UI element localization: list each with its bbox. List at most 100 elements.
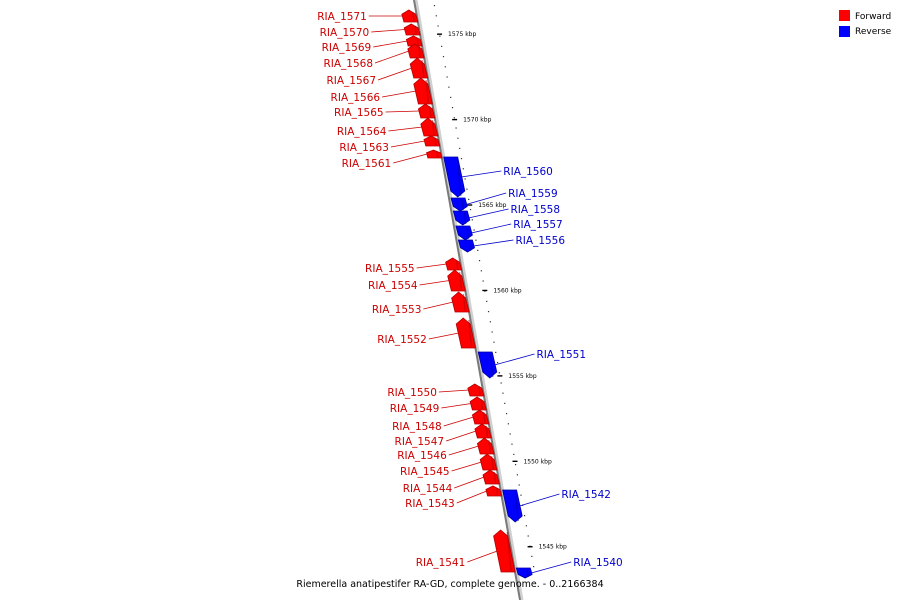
scale-dot: [487, 311, 490, 313]
scale-dot: [444, 66, 446, 68]
gene-label[interactable]: RIA_1565: [334, 107, 384, 119]
gene-leader-line: [443, 416, 474, 427]
scale-dot: [478, 260, 481, 262]
gene-leader-line: [471, 223, 512, 234]
gene-label[interactable]: RIA_1547: [395, 436, 445, 448]
scale-dot: [471, 219, 473, 221]
gene-label[interactable]: RIA_1551: [537, 349, 587, 361]
scale-dot: [518, 484, 520, 486]
gene-label[interactable]: RIA_1545: [400, 466, 450, 478]
legend-label-reverse: Reverse: [855, 27, 892, 37]
gene-label[interactable]: RIA_1552: [377, 334, 427, 346]
gene-label[interactable]: RIA_1546: [397, 450, 447, 462]
gene-label[interactable]: RIA_1560: [503, 166, 553, 178]
scale-dot: [516, 474, 518, 476]
scale-dot: [509, 433, 511, 435]
scale-dot: [455, 127, 457, 129]
gene-label[interactable]: RIA_1556: [516, 235, 566, 247]
gene-leader-line: [393, 153, 428, 164]
scale-tick-label: 1565 kbp: [478, 202, 506, 209]
gene-label[interactable]: RIA_1559: [508, 188, 558, 200]
gene-shade: [425, 79, 430, 104]
gene-leader-line: [382, 90, 417, 98]
gene-leader-line: [448, 445, 479, 456]
gene-label[interactable]: RIA_1555: [365, 263, 415, 275]
gene-shade: [468, 241, 472, 252]
gene-label[interactable]: RIA_1549: [390, 403, 440, 415]
gene-shade: [506, 531, 512, 572]
gene-label[interactable]: RIA_1544: [403, 483, 453, 495]
scale-dot: [484, 290, 486, 292]
gene-shade: [466, 227, 470, 240]
gene-label[interactable]: RIA_1563: [339, 142, 389, 154]
gene-shade: [485, 425, 489, 438]
gene-shade: [496, 487, 499, 496]
scale-dot: [437, 25, 439, 27]
gene-leader-line: [466, 192, 507, 205]
scale-dot: [435, 15, 437, 17]
gene-leader-line: [423, 301, 454, 310]
gene-shade: [412, 11, 415, 22]
scale-dot: [496, 362, 499, 364]
gene-shade: [478, 385, 481, 396]
gene-shade: [461, 199, 464, 211]
gene-shade: [489, 353, 494, 378]
scale-dot: [498, 372, 500, 374]
gene-label[interactable]: RIA_1564: [337, 126, 387, 138]
scale-dot: [473, 229, 475, 231]
gene-label[interactable]: RIA_1558: [511, 204, 561, 216]
gene-leader-line: [385, 110, 420, 113]
gene-label[interactable]: RIA_1569: [322, 42, 372, 54]
scale-dot: [468, 198, 470, 200]
gene-shade: [455, 259, 459, 270]
gene-leader-line: [419, 280, 450, 286]
gene-leader-line: [454, 476, 485, 489]
genome-caption: Riemerella anatipestifer RA-GD, complete…: [296, 579, 603, 590]
gene-leader-line: [446, 430, 477, 442]
scale-dot: [495, 351, 497, 353]
scale-dot: [514, 464, 517, 466]
gene-shade: [418, 45, 421, 58]
gene-leader-line: [456, 490, 487, 504]
gene-label[interactable]: RIA_1548: [392, 421, 442, 433]
scale-dot: [523, 515, 526, 517]
scale-dot: [531, 555, 533, 557]
genome-axis: [413, 0, 521, 600]
legend-swatch-reverse: [839, 26, 850, 37]
scale-dot: [520, 494, 522, 496]
scale-tick-label: 1555 kbp: [508, 373, 536, 380]
scale-dot: [462, 168, 464, 170]
gene-label[interactable]: RIA_1553: [372, 304, 422, 316]
scale-tick-label: 1550 kbp: [523, 458, 551, 465]
scale-dot: [511, 443, 513, 445]
scale-dot: [486, 300, 488, 302]
gene-label[interactable]: RIA_1554: [368, 280, 418, 292]
scale-dot: [500, 382, 502, 384]
scale-dot: [450, 96, 452, 98]
scale-dot: [502, 392, 504, 394]
gene-label[interactable]: RIA_1568: [323, 58, 373, 70]
gene-feature-ria-1561[interactable]: [426, 149, 443, 159]
gene-label[interactable]: RIA_1557: [513, 219, 563, 231]
gene-label[interactable]: RIA_1542: [561, 489, 611, 501]
legend-swatch-forward: [839, 10, 850, 21]
scale-dot: [532, 566, 535, 568]
gene-label[interactable]: RIA_1570: [320, 27, 370, 39]
scale-dot: [504, 402, 506, 404]
gene-features: [401, 9, 533, 579]
gene-leader-line: [468, 208, 509, 219]
scale-dot: [466, 188, 468, 190]
gene-label[interactable]: RIA_1571: [317, 11, 367, 23]
gene-label[interactable]: RIA_1540: [573, 557, 623, 569]
scale-dot: [489, 321, 491, 323]
gene-label[interactable]: RIA_1567: [326, 75, 376, 87]
gene-label[interactable]: RIA_1561: [342, 158, 392, 170]
gene-label[interactable]: RIA_1566: [331, 92, 381, 104]
gene-label[interactable]: RIA_1550: [387, 387, 437, 399]
gene-label[interactable]: RIA_1541: [416, 557, 466, 569]
gene-shade: [428, 105, 432, 118]
gene-leader-line: [438, 389, 469, 393]
scale-dot: [442, 56, 445, 58]
gene-label[interactable]: RIA_1543: [405, 498, 455, 510]
gene-shade: [482, 411, 486, 424]
